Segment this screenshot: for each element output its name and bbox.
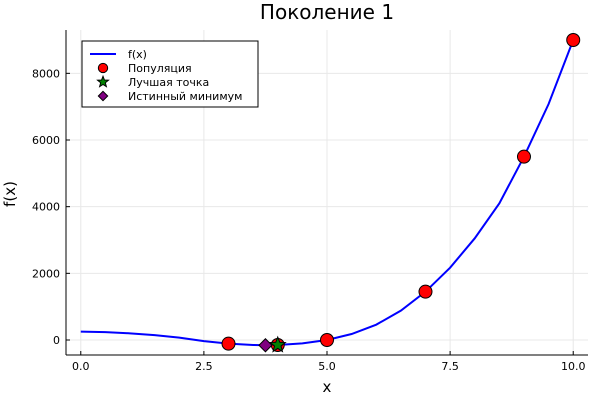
population-point xyxy=(320,333,334,347)
legend-box xyxy=(81,40,259,108)
fx-curve xyxy=(80,39,575,347)
y-tick-label: 8000 xyxy=(32,67,60,80)
legend-marker-swatch xyxy=(96,74,110,88)
best-point xyxy=(268,335,287,353)
x-tick-label: 0.0 xyxy=(72,360,90,373)
legend-label: Лучшая точка xyxy=(128,76,209,89)
population-point xyxy=(418,284,433,299)
x-axis-label: x xyxy=(323,378,332,396)
legend-label: Популяция xyxy=(128,62,192,75)
y-axis-label: f(x) xyxy=(1,181,19,207)
axes xyxy=(65,30,588,356)
population-point xyxy=(221,336,236,351)
x-tick-label: 5.0 xyxy=(318,360,336,373)
legend-label: Истинный минимум xyxy=(128,90,242,103)
y-tick-label: 4000 xyxy=(32,201,60,214)
true-minimum-point xyxy=(258,338,273,353)
y-tick-label: 0 xyxy=(53,334,60,347)
chart-title: Поколение 1 xyxy=(260,0,394,24)
tick-labels: 0.0 2.5 5.0 7.5 10.0 0 2000 4000 6000 8000 xyxy=(32,67,585,373)
y-tick-label: 2000 xyxy=(32,267,60,280)
x-tick-label: 7.5 xyxy=(441,360,459,373)
series xyxy=(80,33,581,353)
y-tick-label: 6000 xyxy=(32,134,60,147)
x-tick-label: 2.5 xyxy=(195,360,213,373)
population-point xyxy=(566,33,581,47)
legend-label: f(x) xyxy=(128,48,147,61)
population-point xyxy=(516,149,531,164)
legend-marker-swatch xyxy=(97,90,109,102)
legend-marker-swatch xyxy=(97,62,109,74)
x-tick-label: 10.0 xyxy=(561,360,586,373)
